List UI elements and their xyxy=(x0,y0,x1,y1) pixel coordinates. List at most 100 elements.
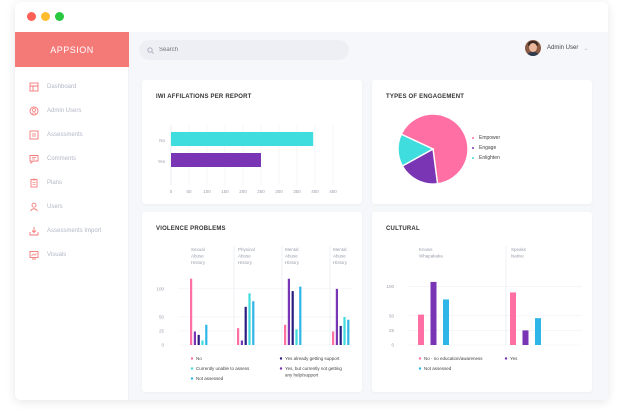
sidebar-item-label: Users xyxy=(47,204,63,210)
admin-user-icon xyxy=(29,106,39,116)
legend-label: No xyxy=(196,356,202,361)
y-tick-label: 50 xyxy=(159,314,165,319)
search-icon xyxy=(147,41,154,59)
sidebar-item-label: Visuals xyxy=(47,252,67,258)
category-label: History xyxy=(285,260,300,265)
sidebar-item-label: Assessments xyxy=(47,132,83,138)
bar xyxy=(343,316,346,345)
bar xyxy=(171,132,314,146)
bar xyxy=(284,324,287,345)
legend-dot xyxy=(190,377,194,380)
assessments-icon xyxy=(29,130,39,140)
bar xyxy=(335,288,338,345)
y-tick-label: Yes xyxy=(158,159,166,164)
y-tick-label: 0 xyxy=(161,343,164,348)
legend-item: Empower xyxy=(472,135,500,141)
y-tick-label: 25 xyxy=(159,328,165,333)
bar xyxy=(240,340,243,345)
y-tick-label: 0 xyxy=(391,343,394,348)
legend-label: Yes xyxy=(510,356,518,361)
maximize-window-button[interactable] xyxy=(55,12,64,21)
import-icon xyxy=(29,226,39,236)
bar xyxy=(339,325,342,345)
sidebar-item-label: Assessments Import xyxy=(47,228,102,234)
category-label: History xyxy=(191,260,206,265)
bar xyxy=(332,331,335,345)
legend-item: Engage xyxy=(472,145,496,151)
legend-dot xyxy=(418,357,422,360)
x-tick-label: 400 xyxy=(311,189,319,194)
sidebar-item-assessments-import[interactable]: Assessments Import xyxy=(29,224,101,238)
user-menu[interactable]: Admin User ⌄ xyxy=(525,40,588,56)
category-label: Native xyxy=(511,254,524,259)
category-label: History xyxy=(333,260,348,265)
y-tick-label: 100 xyxy=(386,284,394,289)
sidebar-item-plans[interactable]: Plans xyxy=(29,176,62,190)
category-label: Abuse xyxy=(333,254,346,259)
y-tick-label: No xyxy=(159,138,165,143)
sidebar-item-label: Admin Users xyxy=(47,108,82,114)
bar xyxy=(190,278,193,345)
bar xyxy=(291,291,294,345)
bar xyxy=(205,324,208,345)
legend-dot xyxy=(190,367,194,370)
affiliations-title: IWI AFFILATIONS PER REPORT xyxy=(156,94,252,100)
legend-label: Yes, but currently not getting xyxy=(285,366,342,371)
chevron-down-icon: ⌄ xyxy=(583,45,589,52)
legend-label: Engage xyxy=(479,145,497,151)
search-input[interactable] xyxy=(159,47,329,53)
legend-dot xyxy=(279,367,283,370)
bar xyxy=(248,293,251,345)
bar xyxy=(510,292,516,345)
legend-label: Enlighten xyxy=(479,155,500,161)
engagement-card: TYPES OF ENGAGEMENT Empower Engage Enlig… xyxy=(372,80,592,204)
violence-title: VIOLENCE PROBLEMS xyxy=(156,226,226,232)
legend-label: Yes already getting support xyxy=(285,356,340,361)
legend-label: any help/support xyxy=(285,373,319,378)
minimize-window-button[interactable] xyxy=(41,12,50,21)
engagement-title: TYPES OF ENGAGEMENT xyxy=(386,94,465,100)
close-window-button[interactable] xyxy=(27,12,36,21)
cultural-card: CULTURAL 0 25 50 100 Knows Whapakaka Speaks Nat… xyxy=(372,212,592,392)
category-label: Speaks xyxy=(511,247,527,252)
sidebar-item-admin-users[interactable]: Admin Users xyxy=(29,104,81,118)
violence-card: VIOLENCE PROBLEMS 0 25 50 100 Sexual Abuse His… xyxy=(142,212,362,392)
pie-slice xyxy=(400,113,469,185)
category-label: Mental xyxy=(285,247,299,252)
sidebar-item-comments[interactable]: Comments xyxy=(29,152,76,166)
legend-dot xyxy=(504,357,508,360)
x-tick-label: 0 xyxy=(170,189,173,194)
x-tick-label: 250 xyxy=(257,189,265,194)
legend-label: Currently unable to assess xyxy=(196,366,250,371)
x-tick-label: 450 xyxy=(329,189,337,194)
category-label: Mental xyxy=(333,247,347,252)
legend-label: Not assessed xyxy=(424,366,452,371)
plans-icon xyxy=(29,178,39,188)
bar xyxy=(197,334,200,345)
category-label: Abuse xyxy=(238,254,251,259)
avatar xyxy=(525,40,541,56)
bar xyxy=(295,329,298,345)
legend-label: Not assessed xyxy=(196,376,224,381)
search-bar[interactable] xyxy=(139,40,349,60)
legend-label: Empower xyxy=(479,135,501,141)
legend-dot xyxy=(472,157,474,159)
sidebar-item-users[interactable]: Users xyxy=(29,200,63,214)
bar xyxy=(171,153,261,167)
bar xyxy=(201,340,204,345)
x-tick-label: 300 xyxy=(275,189,283,194)
bar xyxy=(443,299,449,345)
sidebar-item-dashboard[interactable]: Dashboard xyxy=(29,80,76,94)
category-label: Sexual xyxy=(191,247,205,252)
bar xyxy=(418,314,424,345)
bar xyxy=(287,278,290,345)
bar xyxy=(430,281,437,345)
sidebar-item-assessments[interactable]: Assessments xyxy=(29,128,83,142)
bar xyxy=(347,319,350,345)
top-header: Admin User ⌄ xyxy=(129,32,608,70)
x-tick-label: 100 xyxy=(203,189,211,194)
x-tick-label: 150 xyxy=(221,189,229,194)
sidebar-item-visuals[interactable]: Visuals xyxy=(29,248,66,262)
affiliations-card: IWI AFFILATIONS PER REPORT 0 50 100 150 200 2… xyxy=(142,80,362,204)
legend-label: No - no education/awareness xyxy=(424,356,483,361)
